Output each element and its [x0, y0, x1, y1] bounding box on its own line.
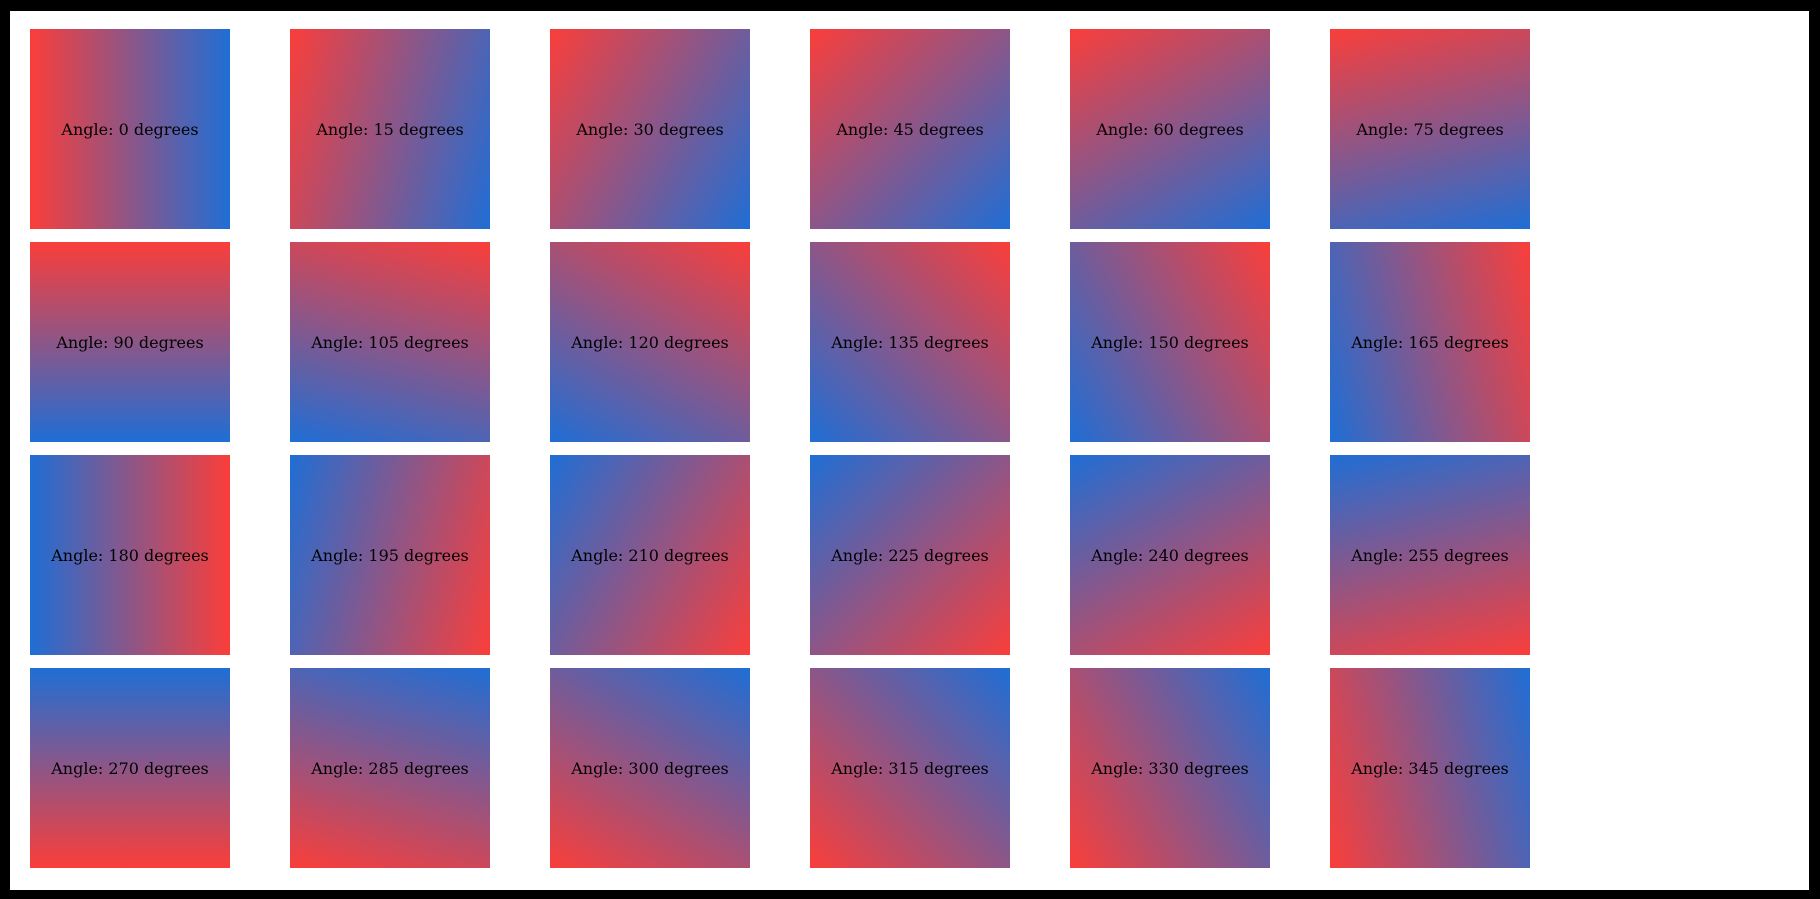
tile-angle-label: Angle: 15 degrees: [316, 119, 464, 139]
gradient-tile-285: Angle: 285 degrees: [290, 668, 490, 868]
tile-angle-label: Angle: 330 degrees: [1091, 758, 1249, 778]
tile-angle-label: Angle: 165 degrees: [1351, 332, 1509, 352]
tile-angle-label: Angle: 255 degrees: [1351, 545, 1509, 565]
tile-angle-label: Angle: 285 degrees: [311, 758, 469, 778]
gradient-tile-225: Angle: 225 degrees: [810, 455, 1010, 655]
tile-angle-label: Angle: 75 degrees: [1356, 119, 1504, 139]
gradient-tile-150: Angle: 150 degrees: [1070, 242, 1270, 442]
gradient-tile-15: Angle: 15 degrees: [290, 29, 490, 229]
tile-angle-label: Angle: 345 degrees: [1351, 758, 1509, 778]
gradient-tile-105: Angle: 105 degrees: [290, 242, 490, 442]
tile-angle-label: Angle: 135 degrees: [831, 332, 989, 352]
gradient-tile-255: Angle: 255 degrees: [1330, 455, 1530, 655]
tile-angle-label: Angle: 60 degrees: [1096, 119, 1244, 139]
tile-angle-label: Angle: 150 degrees: [1091, 332, 1249, 352]
gradient-tile-315: Angle: 315 degrees: [810, 668, 1010, 868]
gradient-tile-135: Angle: 135 degrees: [810, 242, 1010, 442]
tile-angle-label: Angle: 270 degrees: [51, 758, 209, 778]
gradient-tile-345: Angle: 345 degrees: [1330, 668, 1530, 868]
gradient-tile-300: Angle: 300 degrees: [550, 668, 750, 868]
gradient-grid: Angle: 0 degrees Angle: 15 degrees Angle…: [30, 29, 1530, 868]
tile-angle-label: Angle: 195 degrees: [311, 545, 469, 565]
tile-angle-label: Angle: 225 degrees: [831, 545, 989, 565]
page-canvas: Angle: 0 degrees Angle: 15 degrees Angle…: [10, 11, 1809, 890]
gradient-tile-270: Angle: 270 degrees: [30, 668, 230, 868]
tile-angle-label: Angle: 105 degrees: [311, 332, 469, 352]
tile-angle-label: Angle: 240 degrees: [1091, 545, 1249, 565]
tile-angle-label: Angle: 90 degrees: [56, 332, 204, 352]
gradient-tile-30: Angle: 30 degrees: [550, 29, 750, 229]
tile-angle-label: Angle: 45 degrees: [836, 119, 984, 139]
gradient-tile-0: Angle: 0 degrees: [30, 29, 230, 229]
gradient-tile-210: Angle: 210 degrees: [550, 455, 750, 655]
tile-angle-label: Angle: 0 degrees: [61, 119, 199, 139]
gradient-tile-60: Angle: 60 degrees: [1070, 29, 1270, 229]
tile-angle-label: Angle: 120 degrees: [571, 332, 729, 352]
tile-angle-label: Angle: 315 degrees: [831, 758, 989, 778]
tile-angle-label: Angle: 210 degrees: [571, 545, 729, 565]
gradient-tile-75: Angle: 75 degrees: [1330, 29, 1530, 229]
gradient-tile-195: Angle: 195 degrees: [290, 455, 490, 655]
gradient-tile-90: Angle: 90 degrees: [30, 242, 230, 442]
gradient-tile-45: Angle: 45 degrees: [810, 29, 1010, 229]
tile-angle-label: Angle: 180 degrees: [51, 545, 209, 565]
gradient-tile-180: Angle: 180 degrees: [30, 455, 230, 655]
gradient-tile-165: Angle: 165 degrees: [1330, 242, 1530, 442]
gradient-tile-240: Angle: 240 degrees: [1070, 455, 1270, 655]
gradient-tile-330: Angle: 330 degrees: [1070, 668, 1270, 868]
gradient-tile-120: Angle: 120 degrees: [550, 242, 750, 442]
tile-angle-label: Angle: 300 degrees: [571, 758, 729, 778]
tile-angle-label: Angle: 30 degrees: [576, 119, 724, 139]
